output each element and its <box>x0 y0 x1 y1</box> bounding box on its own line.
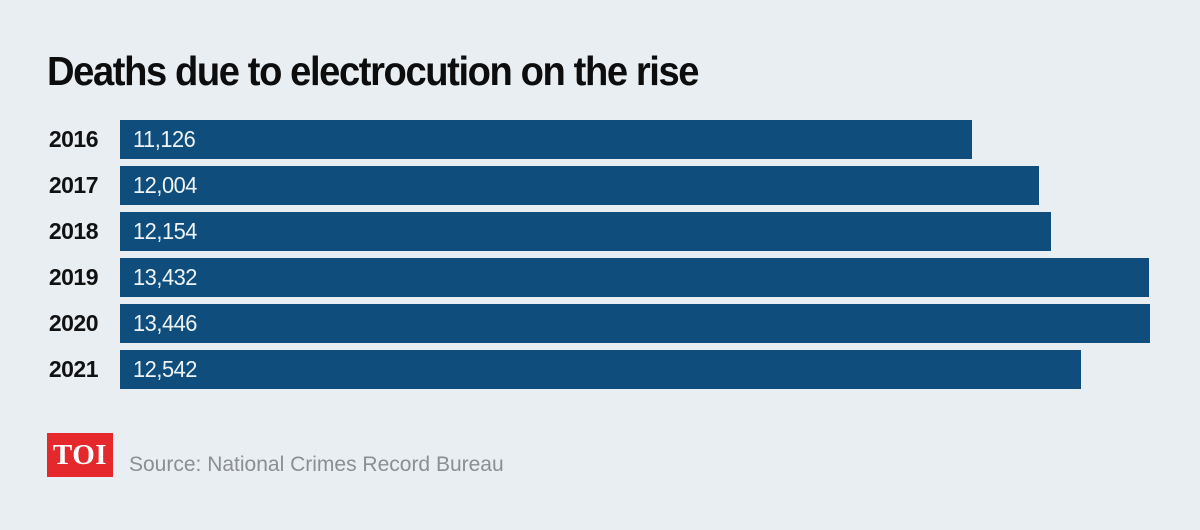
toi-logo: TOI <box>47 433 113 477</box>
bar-row: 2017 12,004 <box>0 166 1200 205</box>
value-label: 12,154 <box>133 218 197 244</box>
bar: 12,004 <box>120 166 1040 205</box>
bar-row: 2021 12,542 <box>0 350 1200 389</box>
bar: 11,126 <box>120 120 973 159</box>
bar: 13,432 <box>120 258 1149 297</box>
bar-row: 2020 13,446 <box>0 304 1200 343</box>
value-label: 13,446 <box>133 310 197 336</box>
year-label: 2021 <box>48 356 99 382</box>
bar-row: 2019 13,432 <box>0 258 1200 297</box>
value-label: 11,126 <box>133 126 196 152</box>
year-label: 2016 <box>48 126 99 152</box>
value-label: 12,004 <box>133 172 197 198</box>
bar-row: 2018 12,154 <box>0 212 1200 251</box>
year-label: 2018 <box>48 218 99 244</box>
bar-track: 13,446 <box>120 304 1200 343</box>
bar-track: 12,154 <box>120 212 1200 251</box>
bar-track: 12,004 <box>120 166 1200 205</box>
bar-track: 12,542 <box>120 350 1200 389</box>
footer: TOI Source: National Crimes Record Burea… <box>47 433 504 477</box>
year-label: 2020 <box>48 310 99 336</box>
bar: 12,154 <box>120 212 1051 251</box>
bar-chart: 2016 11,126 2017 12,004 2018 12,154 2019 13,432… <box>0 120 1200 396</box>
source-text: Source: National Crimes Record Bureau <box>129 452 504 476</box>
year-label: 2017 <box>48 172 99 198</box>
bar-track: 11,126 <box>120 120 1200 159</box>
value-label: 13,432 <box>133 264 197 290</box>
toi-logo-text: TOI <box>52 438 108 471</box>
bar: 13,446 <box>120 304 1150 343</box>
year-label: 2019 <box>48 264 99 290</box>
bar-track: 13,432 <box>120 258 1200 297</box>
bar-row: 2016 11,126 <box>0 120 1200 159</box>
bar: 12,542 <box>120 350 1081 389</box>
value-label: 12,542 <box>133 356 197 382</box>
chart-title: Deaths due to electrocution on the rise <box>47 48 700 94</box>
